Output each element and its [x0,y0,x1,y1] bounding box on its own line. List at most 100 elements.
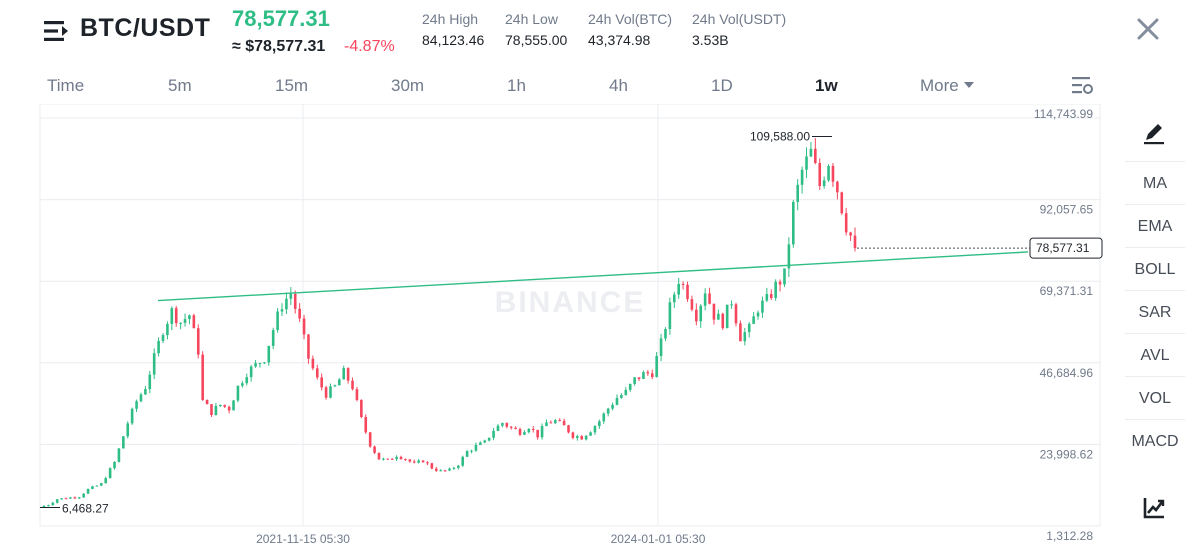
candle-body [232,400,235,411]
candle-body [849,232,852,236]
y-axis-tick-label: 92,057.65 [1040,203,1094,217]
high-low-markers: 109,588.00 6,468.27 [40,130,832,515]
stat-24h-vol-usdt: 24h Vol(USDT) 3.53B [692,11,786,48]
candle-body [324,387,328,398]
candle-body [562,420,566,426]
timeframe-4h[interactable]: 4h [609,76,628,95]
timeframe-more[interactable]: More [920,76,974,96]
candle-body [179,322,182,324]
candle-body [761,300,764,313]
indicator-sar[interactable]: SAR [1125,290,1185,334]
candle-body [699,305,703,322]
candle-body [686,284,689,300]
candle-body [814,148,817,164]
candle-body [386,458,390,460]
candle-body [214,405,218,416]
indicator-vol[interactable]: VOL [1125,376,1185,420]
candle-body [615,397,619,405]
timeframe-30m[interactable]: 30m [391,76,425,95]
candle-body [747,323,751,333]
candle-body [157,340,160,354]
stat-value: 43,374.98 [588,32,651,48]
candle-body [364,417,368,433]
candle-body [540,426,544,438]
menu-icon[interactable] [44,18,70,44]
candle-body [756,312,760,317]
x-axis-tick-label: 2021-11-15 05:30 [256,532,350,546]
candle-body [501,423,504,426]
timeframe-1d[interactable]: 1D [711,76,733,95]
candle-body [55,499,59,503]
trendline[interactable] [157,251,1029,302]
indicator-ma[interactable]: MA [1125,161,1185,205]
candle-body [514,427,517,430]
candle-body [717,313,720,320]
candle-body [434,468,438,471]
timeframe-1h[interactable]: 1h [507,76,526,95]
candle-body [822,180,826,187]
candle-body [580,436,584,440]
high-label: 109,588.00 [750,130,810,144]
candle-body [311,358,315,369]
indicator-macd[interactable]: MACD [1125,419,1185,463]
candle-body [280,309,284,312]
pair-title[interactable]: BTC/USDT [80,14,211,42]
candle-body [637,377,641,379]
candle-body [333,385,337,387]
indicator-boll[interactable]: BOLL [1125,247,1185,291]
candle-body [302,318,306,335]
indicator-avl[interactable]: AVL [1125,333,1185,377]
chart-settings-icon[interactable] [1070,74,1094,96]
candle-body [844,213,848,233]
candle-body [271,330,275,346]
candle-body [382,458,385,460]
header: BTC/USDT 78,577.31 ≈ $78,577.31 -4.87% 2… [0,0,1200,70]
timeframe-5m[interactable]: 5m [168,76,192,95]
candle-body [536,429,539,438]
candle-body [725,304,729,329]
candle-body [818,163,822,187]
price-chart[interactable]: BINANCE 109,588.00 6,468.27 114,743.99 92,… [0,104,1110,560]
candle-body [161,335,165,341]
candle-body [307,334,310,359]
candle-body [611,404,614,409]
close-icon[interactable] [1135,16,1161,42]
candle-body [219,404,222,406]
candle-body [170,308,174,324]
candle-body [360,399,363,418]
candle-body [117,448,121,462]
stat-24h-high: 24h High 84,123.46 [422,11,484,48]
candle-body [452,467,456,469]
candle-body [144,389,147,395]
y-axis-tick-label: 46,684.96 [1040,366,1094,380]
candle-body [606,408,610,414]
indicator-ema[interactable]: EMA [1125,204,1185,248]
stat-label: 24h High [422,11,479,27]
timeframe-time[interactable]: Time [47,76,85,95]
candle-body [448,468,451,471]
candle-body [633,377,636,384]
price-change-percent: -4.87% [344,38,395,55]
timeframe-1w[interactable]: 1w [815,76,838,95]
candle-body [465,451,469,457]
candle-body [624,389,628,395]
chart-grid [39,104,1101,527]
draw-tool-icon[interactable] [1141,120,1167,146]
candle-body [558,420,561,422]
candle-body [589,432,592,436]
candle-body [778,281,782,285]
trend-chart-icon[interactable] [1141,495,1167,521]
candle-body [223,404,227,407]
timeframe-15m[interactable]: 15m [275,76,309,95]
candle-body [668,302,672,330]
candle-body [205,399,209,405]
candle-body [430,463,434,469]
candle-body [677,283,680,295]
candle-body [752,316,755,324]
candle-body [293,293,297,309]
candle-body [346,368,350,381]
candle-body [236,385,240,401]
candle-body [796,184,800,202]
candle-body [152,353,156,375]
candle-body [338,379,341,386]
